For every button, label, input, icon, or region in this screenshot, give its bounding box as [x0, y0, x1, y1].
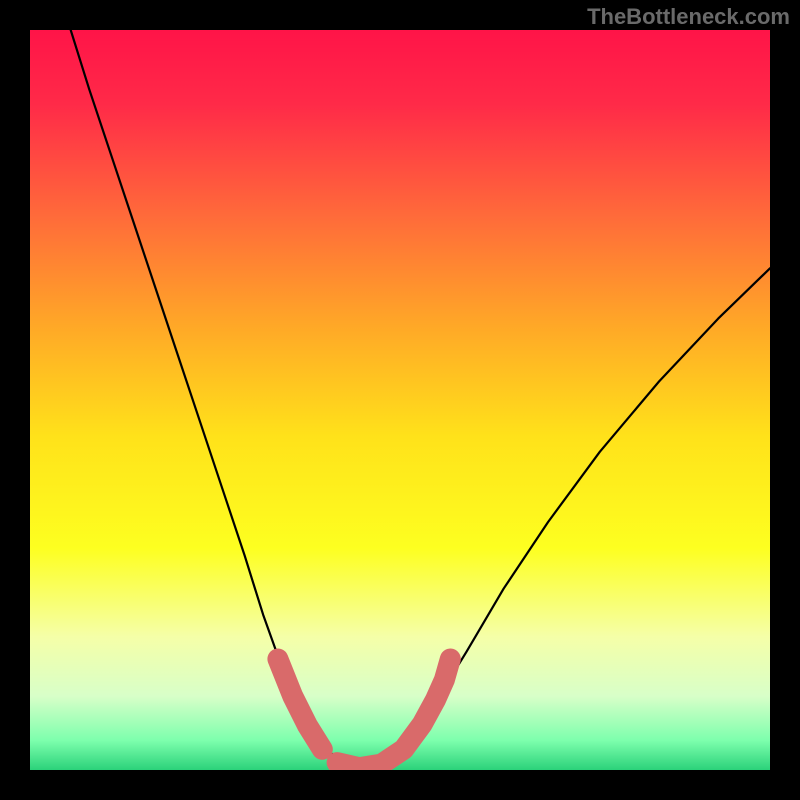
bottleneck-chart: [30, 30, 770, 770]
chart-background-gradient: [30, 30, 770, 770]
watermark-text: TheBottleneck.com: [587, 4, 790, 30]
chart-frame: TheBottleneck.com: [0, 0, 800, 800]
